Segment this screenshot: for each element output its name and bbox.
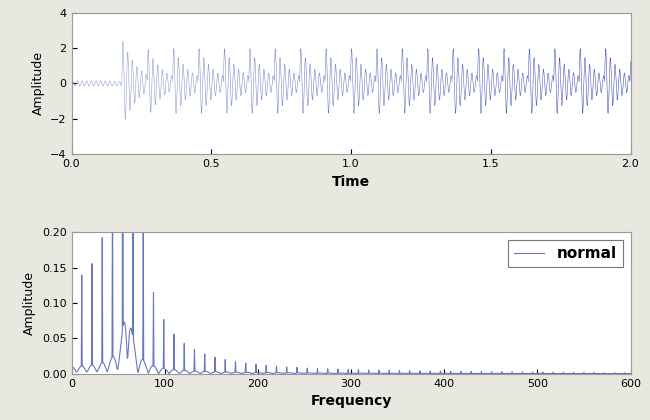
Y-axis label: Amplitude: Amplitude <box>23 271 36 335</box>
Y-axis label: Amplitude: Amplitude <box>32 51 45 116</box>
X-axis label: Time: Time <box>332 175 370 189</box>
X-axis label: Frequency: Frequency <box>310 394 392 408</box>
Legend: normal: normal <box>508 240 623 267</box>
